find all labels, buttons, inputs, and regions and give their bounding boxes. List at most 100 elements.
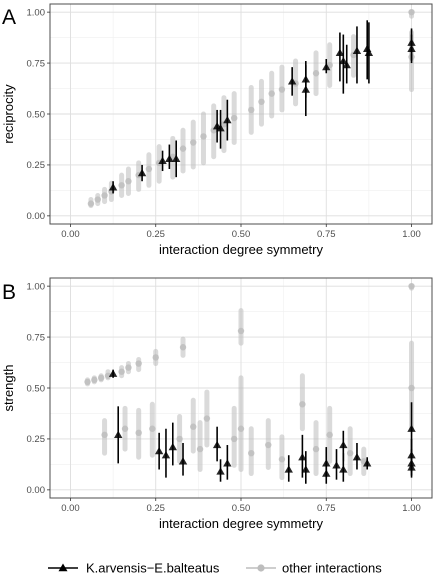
focal-point: [364, 48, 374, 57]
other-point: [91, 376, 98, 384]
y-tick-label: 0.75: [27, 58, 46, 69]
other-point: [149, 425, 156, 432]
focal-point: [212, 440, 222, 449]
x-tick-label: 0.25: [146, 229, 165, 240]
legend: K.arvensis−E.balteatus other interactions: [48, 561, 382, 575]
other-point: [326, 431, 333, 439]
other-point: [152, 354, 159, 361]
other-point: [248, 449, 255, 457]
series-other: [84, 282, 415, 481]
y-tick-label: 0.25: [27, 434, 46, 445]
focal-point: [335, 48, 345, 57]
x-tick-label: 0.00: [61, 229, 80, 240]
y-tick-label: 0.50: [27, 383, 46, 394]
other-point: [408, 8, 415, 16]
other-point: [408, 384, 415, 392]
other-point: [97, 374, 105, 382]
other-point: [121, 425, 129, 432]
x-tick-label: 0.00: [61, 503, 80, 514]
other-point: [248, 106, 255, 114]
other-point: [299, 401, 306, 408]
y-tick-label: 0.00: [27, 485, 46, 496]
focal-point: [407, 44, 416, 52]
other-point: [196, 445, 204, 453]
other-point: [101, 431, 108, 439]
series-other: [87, 8, 415, 209]
focal-point: [108, 369, 118, 377]
other-point: [268, 90, 275, 97]
series-focal: [108, 369, 416, 484]
x-tick-label: 0.25: [146, 503, 165, 514]
focal-point: [352, 46, 362, 55]
other-point: [104, 372, 112, 379]
other-point: [135, 360, 142, 367]
focal-point: [322, 62, 331, 71]
focal-point: [216, 124, 225, 132]
other-point: [200, 133, 207, 140]
focal-point: [322, 459, 331, 467]
other-point: [237, 425, 245, 432]
other-point: [145, 165, 153, 173]
x-tick-label: 0.75: [317, 503, 336, 514]
x-axis-title: interaction degree symmetry: [159, 242, 324, 257]
other-point: [118, 182, 125, 189]
focal-point: [407, 463, 416, 471]
x-axis-title: interaction degree symmetry: [159, 516, 324, 531]
other-point: [190, 139, 197, 146]
other-point: [94, 196, 101, 203]
y-axis-title: reciprocity: [1, 84, 16, 144]
focal-point: [301, 465, 311, 473]
focal-point: [342, 60, 351, 69]
focal-point: [287, 77, 297, 85]
focal-point: [108, 183, 118, 191]
other-point: [87, 200, 95, 207]
focal-point: [154, 446, 164, 455]
focal-point: [332, 461, 341, 469]
panel-tag: B: [2, 281, 16, 304]
other-point: [179, 145, 187, 152]
focal-point: [322, 469, 331, 477]
other-point: [203, 415, 211, 422]
other-point: [230, 114, 238, 122]
focal-point: [223, 459, 232, 467]
panel-a: 0.00 0.25 0.50 0.75 1.00 0.00 0.25 0.50 0.75 1.00…: [1, 3, 433, 257]
other-point: [346, 449, 354, 457]
x-tick-label: 0.50: [232, 229, 251, 240]
other-point: [312, 70, 320, 77]
focal-point: [114, 430, 123, 439]
focal-point: [137, 168, 147, 177]
y-axis-title: strength: [1, 365, 16, 412]
other-point: [237, 327, 245, 335]
other-point: [408, 282, 415, 290]
y-tick-label: 0.00: [27, 211, 46, 222]
focal-point: [284, 465, 293, 473]
other-point: [176, 435, 183, 443]
y-tick-label: 0.50: [27, 109, 46, 120]
focal-point: [171, 154, 181, 162]
x-tick-label: 0.75: [317, 229, 336, 240]
other-point: [118, 368, 125, 375]
y-tick-label: 1.00: [27, 7, 46, 18]
other-point: [265, 441, 272, 449]
focal-point: [298, 453, 307, 461]
other-point: [101, 192, 108, 199]
legend-focal-marker: [58, 563, 68, 572]
other-point: [135, 429, 142, 437]
focal-point: [339, 56, 348, 65]
other-point: [312, 445, 320, 453]
focal-point: [339, 440, 348, 449]
focal-point: [178, 457, 188, 465]
y-tick-label: 0.75: [27, 332, 46, 343]
focal-point: [223, 115, 232, 124]
focal-point: [216, 467, 225, 475]
x-tick-label: 0.50: [232, 503, 251, 514]
other-point: [125, 364, 132, 371]
focal-point: [158, 156, 167, 165]
focal-point: [165, 154, 174, 162]
other-point: [84, 378, 91, 386]
focal-point: [407, 424, 416, 432]
other-point: [258, 98, 265, 105]
focal-point: [339, 465, 348, 473]
x-tick-label: 1.00: [402, 229, 421, 240]
other-point: [125, 178, 132, 185]
